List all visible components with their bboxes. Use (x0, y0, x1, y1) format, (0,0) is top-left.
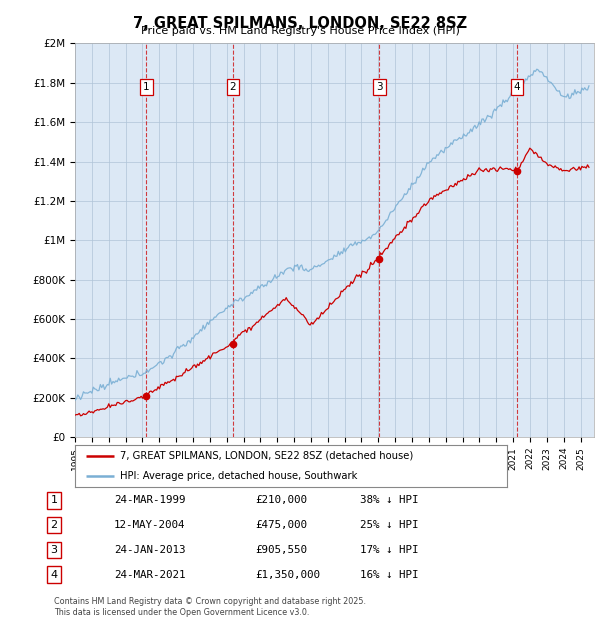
Text: 24-MAR-2021: 24-MAR-2021 (114, 570, 185, 580)
Text: 2: 2 (50, 520, 58, 530)
Text: 1: 1 (143, 82, 149, 92)
Text: 24-JAN-2013: 24-JAN-2013 (114, 545, 185, 555)
Text: 16% ↓ HPI: 16% ↓ HPI (360, 570, 419, 580)
Text: £1,350,000: £1,350,000 (255, 570, 320, 580)
Text: 7, GREAT SPILMANS, LONDON, SE22 8SZ (detached house): 7, GREAT SPILMANS, LONDON, SE22 8SZ (det… (121, 451, 413, 461)
Text: 4: 4 (50, 570, 58, 580)
Text: 25% ↓ HPI: 25% ↓ HPI (360, 520, 419, 530)
Text: £210,000: £210,000 (255, 495, 307, 505)
Text: Contains HM Land Registry data © Crown copyright and database right 2025.
This d: Contains HM Land Registry data © Crown c… (54, 598, 366, 617)
Text: HPI: Average price, detached house, Southwark: HPI: Average price, detached house, Sout… (121, 471, 358, 481)
Text: 3: 3 (376, 82, 383, 92)
Text: 1: 1 (50, 495, 58, 505)
Text: 12-MAY-2004: 12-MAY-2004 (114, 520, 185, 530)
Text: £475,000: £475,000 (255, 520, 307, 530)
Text: 38% ↓ HPI: 38% ↓ HPI (360, 495, 419, 505)
Text: 17% ↓ HPI: 17% ↓ HPI (360, 545, 419, 555)
Text: 24-MAR-1999: 24-MAR-1999 (114, 495, 185, 505)
Text: 3: 3 (50, 545, 58, 555)
Text: £905,550: £905,550 (255, 545, 307, 555)
Text: 2: 2 (230, 82, 236, 92)
Text: 7, GREAT SPILMANS, LONDON, SE22 8SZ: 7, GREAT SPILMANS, LONDON, SE22 8SZ (133, 16, 467, 30)
Text: Price paid vs. HM Land Registry's House Price Index (HPI): Price paid vs. HM Land Registry's House … (140, 26, 460, 36)
Text: 4: 4 (514, 82, 520, 92)
